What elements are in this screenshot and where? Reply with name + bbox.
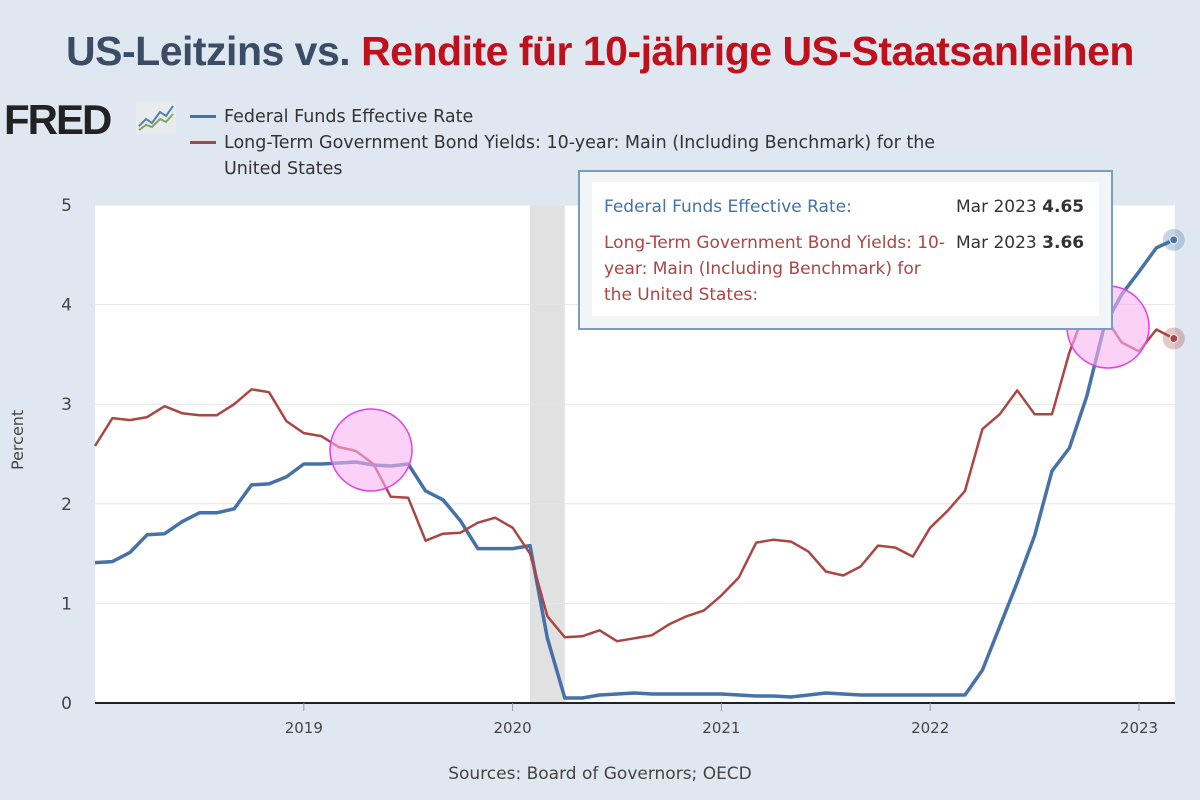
tooltip-series1-label: Federal Funds Effective Rate: (604, 197, 852, 217)
title-part-2: Rendite für 10-jährige US-Staatsanleihen (361, 28, 1134, 74)
tooltip-series1-value: 4.65 (1042, 197, 1085, 217)
tooltip: Federal Funds Effective Rate: Mar 2023 4… (578, 170, 1113, 330)
crossover-highlight-circle (329, 408, 413, 492)
y-tick-label: 2 (61, 495, 72, 515)
series-line-10y-yield (93, 305, 1175, 643)
recession-band (530, 205, 565, 703)
y-tick-label: 1 (61, 594, 72, 614)
series-line-fed-funds (94, 238, 1175, 700)
y-tick-label: 0 (61, 694, 72, 714)
tooltip-series1-date: Mar 2023 (956, 197, 1037, 217)
x-tick-label: 2021 (702, 719, 740, 737)
x-tick-label: 2019 (285, 719, 323, 737)
fred-chart-icon (136, 102, 176, 134)
x-tick-label: 2022 (911, 719, 949, 737)
page-title: US-Leitzins vs. Rendite für 10-jährige U… (0, 28, 1200, 75)
legend: Federal Funds Effective Rate Long-Term G… (190, 104, 984, 182)
tooltip-series2-value: 3.66 (1042, 233, 1085, 253)
y-tick-label: 5 (61, 196, 72, 216)
source-note: Sources: Board of Governors; OECD (448, 764, 752, 784)
legend-item-10y-yield[interactable]: Long-Term Government Bond Yields: 10-yea… (190, 130, 984, 182)
legend-label: Federal Funds Effective Rate (224, 107, 474, 127)
y-tick-label: 3 (61, 395, 72, 415)
tooltip-series2-date: Mar 2023 (956, 233, 1037, 253)
hover-point (1169, 235, 1179, 245)
hover-point (1169, 333, 1179, 343)
x-tick-label: 2023 (1120, 719, 1158, 737)
fred-logo: FRED (4, 96, 176, 144)
x-tick-label: 2020 (494, 719, 532, 737)
legend-swatch-red (190, 141, 216, 144)
y-tick-label: 4 (61, 296, 72, 316)
legend-label: Long-Term Government Bond Yields: 10-yea… (224, 133, 936, 179)
legend-swatch-blue (190, 115, 216, 118)
legend-item-fed-funds[interactable]: Federal Funds Effective Rate (190, 104, 984, 130)
title-part-1: US-Leitzins vs. (66, 28, 351, 74)
tooltip-series2-label: Long-Term Government Bond Yields: 10-yea… (604, 233, 946, 305)
